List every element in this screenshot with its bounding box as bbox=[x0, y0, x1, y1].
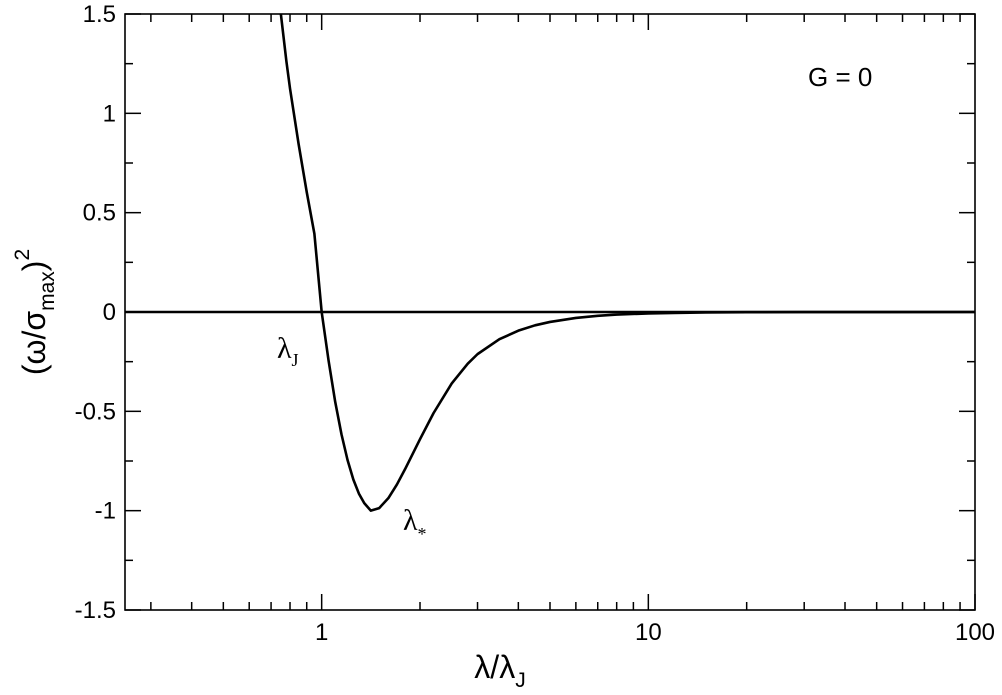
dispersion-curve bbox=[279, 13, 976, 512]
y-axis-title-prefix: (ω/σ bbox=[16, 311, 52, 376]
lambda-star-annotation: λ* bbox=[403, 504, 427, 544]
lambda-j-annotation: λJ bbox=[277, 332, 299, 370]
g-label: G = 0 bbox=[808, 62, 872, 92]
x-tick-label: 10 bbox=[635, 619, 662, 646]
series-layer bbox=[125, 13, 976, 512]
y-tick-label: 1 bbox=[103, 100, 116, 127]
tick-labels-layer: 1 10 100 -1.5 -1 -0.5 0 0.5 1 1.5 bbox=[75, 1, 995, 646]
y-axis-title-sub: max bbox=[36, 271, 59, 311]
x-tick-label: 1 bbox=[315, 619, 328, 646]
y-axis-title-suffix: ) bbox=[16, 261, 52, 272]
lambda-j-sub: J bbox=[292, 350, 299, 370]
y-axis-title: (ω/σmax)2 bbox=[11, 249, 59, 375]
x-axis-title-main: λ/λ bbox=[474, 649, 515, 685]
y-axis-title-sup: 2 bbox=[11, 249, 34, 261]
y-tick-label: -0.5 bbox=[75, 398, 116, 425]
y-tick-label: -1 bbox=[95, 498, 116, 525]
y-tick-label: 0 bbox=[103, 299, 116, 326]
plot-frame bbox=[124, 13, 976, 611]
lambda-star-sub: * bbox=[418, 524, 427, 544]
x-axis-title-sub: J bbox=[515, 669, 526, 692]
lambda-j-main: λ bbox=[277, 332, 292, 365]
lambda-star-main: λ bbox=[403, 504, 418, 537]
x-axis-title: λ/λJ bbox=[474, 649, 525, 692]
x-tick-label: 100 bbox=[955, 619, 995, 646]
y-tick-label: -1.5 bbox=[75, 597, 116, 624]
y-tick-label: 0.5 bbox=[83, 200, 116, 227]
y-tick-label: 1.5 bbox=[83, 1, 116, 28]
